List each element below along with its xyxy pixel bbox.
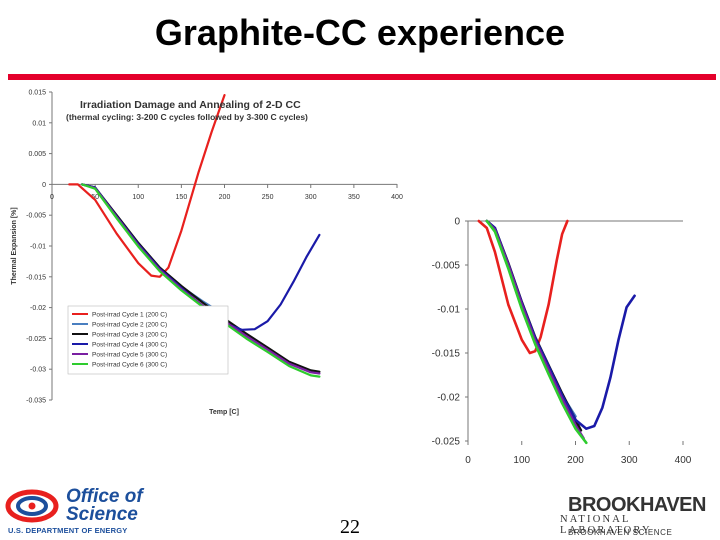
left-chart-y-tick-label: 0.015 (28, 89, 46, 96)
right-chart-y-tick-label: 0 (454, 217, 460, 228)
left-chart-legend-label: Post-irrad Cycle 1 (200 C) (92, 312, 167, 319)
right-chart-y-tick-label: -0.005 (432, 261, 461, 272)
doe-science-text: Science (66, 504, 138, 525)
left-chart-y-tick-label: 0.01 (32, 120, 46, 127)
slide-title: Graphite-CC experience (154, 12, 566, 53)
left-chart-series-line-2 (81, 183, 226, 317)
left-chart-y-tick-label: -0.03 (30, 367, 46, 374)
doe-department-text: U.S. DEPARTMENT OF ENERGY (8, 526, 128, 535)
right-chart-y-tick-label: -0.025 (432, 437, 461, 448)
right-chart-series-line-3 (485, 219, 583, 432)
left-chart-x-tick-label: 350 (348, 194, 360, 201)
left-chart-x-tick-label: 300 (305, 194, 317, 201)
right-chart-series-line-1 (477, 219, 569, 355)
doe-office-text: Office of (66, 486, 143, 507)
bnl-associates-text: BROOKHAVEN SCIENCE (568, 528, 673, 537)
right-chart-x-tick-label: 400 (675, 455, 692, 466)
left-chart-legend-label: Post-irrad Cycle 4 (300 C) (92, 342, 167, 349)
left-chart-x-tick-label: 150 (176, 194, 188, 201)
chart-right: 0 -0.005 -0.01 -0.015 -0.02 -0.025 0 100 200 300 4… (432, 217, 692, 467)
bnl-name-text: BROOKHAVEN (568, 494, 706, 516)
right-chart-x-tick-label: 300 (621, 455, 638, 466)
right-chart-y-tick-label: -0.015 (432, 349, 461, 360)
left-chart-legend-label: Post-irrad Cycle 3 (200 C) (92, 332, 167, 339)
left-chart-y-tick-label: -0.015 (26, 274, 46, 281)
left-chart-x-tick-label: 0 (50, 194, 54, 201)
left-chart-xlabel: Temp [C] (209, 409, 239, 416)
left-chart-y-tick-label: -0.005 (26, 213, 46, 220)
bnl-subtitle-text: NATIONAL LABORATORY (560, 514, 652, 536)
right-chart-x-tick-label: 200 (567, 455, 584, 466)
title-rule (8, 74, 716, 80)
left-chart-y-tick-label: 0.005 (28, 151, 46, 158)
right-chart-series-line-2 (485, 219, 577, 418)
page-number: 22 (340, 516, 360, 538)
left-chart-legend-box (67, 305, 229, 375)
left-chart-y-tick-label: 0 (42, 182, 46, 189)
left-chart-y-tick-label: -0.025 (26, 336, 46, 343)
left-chart-legend-label: Post-irrad Cycle 6 (300 C) (92, 362, 167, 369)
doe-logo: Office of Science U.S. DEPARTMENT OF ENE… (4, 484, 154, 540)
left-chart-x-tick-label: 200 (219, 194, 231, 201)
right-chart-y-tick-label: -0.02 (437, 393, 460, 404)
left-chart-x-tick-label: 100 (132, 194, 144, 201)
left-chart-x-tick-label: 400 (391, 194, 403, 201)
left-chart-title: Irradiation Damage and Annealing of 2-D … (80, 99, 301, 111)
bnl-logo: BROOKHAVEN NATIONAL LABORATORY BROOKHAVE… (560, 494, 720, 540)
left-chart-legend-label: Post-irrad Cycle 5 (300 C) (92, 352, 167, 359)
right-chart-x-tick-label: 0 (465, 455, 471, 466)
left-chart-x-tick-label: 50 (91, 194, 99, 201)
left-chart-y-tick-label: -0.02 (30, 305, 46, 312)
left-chart-subtitle: (thermal cycling: 3-200 C cycles followe… (66, 112, 308, 122)
chart-left: 0.015 0.01 0.005 0 -0.005 -0.01 -0.015 -0.02 -0.… (11, 89, 403, 416)
left-chart-y-tick-label: -0.035 (26, 397, 46, 404)
right-chart-y-tick-label: -0.01 (437, 305, 460, 316)
left-chart-y-tick-label: -0.01 (30, 243, 46, 250)
right-chart-x-tick-label: 100 (513, 455, 530, 466)
left-chart-ylabel: Thermal Expansion [%] (11, 207, 18, 284)
left-chart-series-line-1 (68, 94, 226, 278)
left-chart-x-tick-label: 250 (262, 194, 274, 201)
left-chart-legend-label: Post-irrad Cycle 2 (200 C) (92, 322, 167, 329)
doe-emblem-icon (5, 489, 59, 523)
right-chart-series-line-6 (485, 219, 588, 445)
